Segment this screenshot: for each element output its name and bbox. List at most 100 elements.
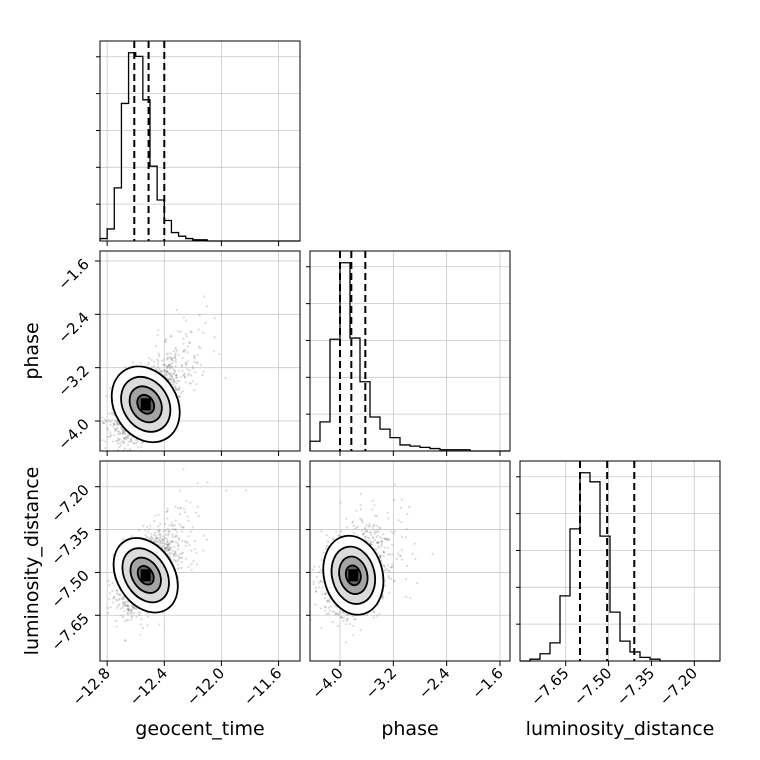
sample-point	[372, 611, 376, 614]
sample-point	[172, 525, 175, 528]
sample-point	[375, 531, 378, 534]
sample-point	[175, 373, 178, 377]
sample-point	[345, 612, 348, 616]
sample-point	[193, 360, 196, 363]
sample-point	[346, 526, 349, 529]
sample-point	[158, 529, 161, 532]
sample-point	[110, 433, 113, 436]
sample-point	[173, 553, 176, 556]
sample-point	[132, 607, 135, 610]
axes-frame	[99, 40, 301, 242]
sample-point	[158, 623, 161, 626]
sample-point	[194, 371, 197, 374]
sample-point	[193, 357, 196, 360]
sample-point	[401, 558, 404, 561]
sample-point	[130, 608, 133, 611]
sample-point	[165, 353, 168, 356]
sample-point	[164, 339, 167, 342]
y-tick-label: −7.35	[48, 524, 93, 569]
sample-point	[138, 614, 141, 617]
sample-point	[188, 382, 191, 385]
sample-point	[124, 604, 127, 607]
sample-point	[168, 356, 172, 359]
sample-point	[175, 374, 178, 377]
sample-point	[114, 454, 116, 456]
sample-point	[173, 386, 177, 389]
sample-point	[190, 549, 193, 552]
sample-point	[175, 560, 178, 563]
sample-point	[121, 433, 125, 436]
sample-point	[125, 435, 128, 438]
sample-point	[172, 368, 175, 371]
sample-point	[156, 541, 159, 544]
sample-point	[387, 517, 390, 520]
sample-point	[117, 598, 120, 601]
sample-point	[119, 425, 123, 429]
y-axis-label-phase: phase	[21, 322, 43, 379]
x-tick-label: −7.50	[570, 664, 615, 709]
sample-point	[130, 608, 133, 612]
sample-point	[374, 547, 377, 550]
sample-point	[108, 592, 111, 595]
sample-point	[195, 383, 198, 386]
sample-point	[189, 501, 192, 504]
sample-point	[393, 499, 396, 502]
sample-point	[345, 641, 348, 644]
sample-point	[346, 619, 349, 623]
sample-point	[327, 612, 330, 615]
sample-point	[199, 363, 203, 366]
sample-point	[120, 426, 123, 429]
data-layer	[99, 41, 720, 662]
sample-point	[123, 600, 126, 603]
sample-point	[119, 444, 122, 447]
sample-point	[191, 526, 194, 529]
sample-point	[155, 536, 158, 539]
sample-point	[213, 317, 216, 320]
sample-point	[166, 370, 169, 373]
sample-point	[145, 536, 148, 539]
sample-point	[181, 551, 184, 554]
sample-point	[166, 545, 169, 548]
sample-point	[121, 615, 125, 619]
axes-frame	[309, 460, 511, 662]
sample-point	[371, 499, 374, 502]
sample-point	[389, 566, 392, 569]
sample-point	[359, 508, 362, 511]
grid-layer	[100, 41, 720, 661]
sample-point	[353, 531, 356, 535]
sample-point	[385, 537, 388, 540]
sample-point	[122, 441, 125, 444]
sample-point	[186, 515, 189, 518]
sample-point	[186, 368, 189, 371]
sample-point	[178, 489, 181, 492]
sample-point	[323, 597, 326, 600]
sample-point	[150, 537, 153, 540]
sample-point	[374, 538, 377, 542]
sample-point	[400, 548, 403, 552]
sample-point	[174, 358, 177, 361]
sample-point	[121, 606, 124, 609]
sample-point	[193, 540, 196, 543]
sample-point	[165, 510, 168, 514]
x-tick-label: −4.0	[308, 664, 346, 702]
sample-point	[174, 353, 177, 357]
sample-point	[351, 615, 354, 618]
sample-point	[117, 430, 120, 433]
sample-point	[158, 368, 161, 371]
sample-point	[122, 430, 126, 433]
sample-point	[123, 602, 126, 605]
sample-point	[353, 618, 356, 621]
sample-point	[162, 363, 165, 366]
sample-point	[106, 435, 109, 438]
sample-point	[158, 354, 161, 357]
sample-point	[108, 598, 111, 601]
sample-point	[164, 372, 167, 375]
sample-point	[127, 433, 130, 436]
sample-point	[155, 534, 158, 537]
sample-point	[392, 580, 395, 583]
sample-point	[213, 336, 216, 339]
sample-point	[406, 512, 409, 516]
sample-point	[163, 547, 166, 551]
sample-point	[111, 456, 113, 458]
